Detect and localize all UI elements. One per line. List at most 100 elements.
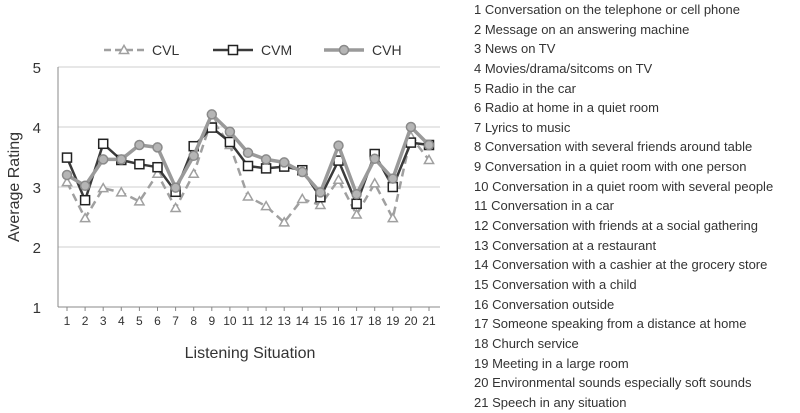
legend-marker (338, 44, 350, 56)
data-point (260, 154, 272, 165)
data-point (79, 180, 91, 192)
data-point (79, 212, 91, 223)
x-tick-label: 19 (386, 314, 400, 328)
situation-item: 12 Conversation with friends at a social… (474, 218, 758, 234)
y-axis-label: Average Rating (6, 132, 23, 242)
data-point (296, 192, 309, 204)
y-tick-label: 3 (33, 180, 41, 197)
data-point (369, 153, 380, 165)
data-point (151, 167, 164, 178)
x-tick-label: 3 (100, 314, 107, 328)
data-point (368, 177, 381, 188)
situation-item: 3 News on TV (474, 41, 556, 57)
data-point (97, 138, 109, 150)
data-point (386, 212, 399, 223)
situation-item: 20 Environmental sounds especially soft … (474, 375, 752, 391)
data-point (387, 173, 399, 184)
data-point (115, 186, 128, 197)
situation-item: 4 Movies/drama/sitcoms on TV (474, 60, 653, 76)
x-tick-label: 8 (190, 314, 197, 328)
legend-item-cvh: CVH (324, 42, 402, 58)
y-tick-label: 2 (33, 240, 41, 257)
data-point (278, 216, 291, 227)
data-point (61, 169, 73, 181)
situation-item: 8 Conversation with several friends arou… (474, 139, 753, 155)
data-point (351, 188, 362, 200)
data-point (297, 166, 308, 178)
data-point (242, 190, 254, 201)
data-point (133, 195, 146, 206)
situation-item: 13 Conversation at a restaurant (474, 237, 657, 253)
situation-item: 19 Meeting in a large room (474, 355, 629, 371)
situation-item: 16 Conversation outside (474, 296, 615, 312)
x-tick-label: 10 (223, 314, 237, 328)
data-point (260, 163, 272, 174)
y-tick-label: 5 (33, 60, 41, 77)
situation-item: 2 Message on an answering machine (474, 21, 690, 37)
series-cvh (61, 109, 435, 200)
x-tick-label: 4 (118, 314, 125, 328)
x-tick-label: 9 (208, 314, 215, 328)
x-tick-label: 14 (296, 314, 310, 328)
x-tick-label: 17 (350, 314, 364, 328)
x-axis-label: Listening Situation (185, 345, 316, 362)
data-point (61, 152, 73, 163)
x-tick-label: 2 (82, 314, 89, 328)
legend-marker (118, 43, 130, 55)
data-point (242, 147, 254, 159)
situation-item: 14 Conversation with a cashier at the gr… (474, 257, 768, 273)
data-point (242, 160, 254, 172)
data-point (423, 153, 435, 165)
chart-legend: CVL CVM CVH (104, 42, 402, 58)
legend-label: CVH (372, 42, 402, 58)
situation-item: 6 Radio at home in a quiet room (474, 100, 659, 116)
data-point (187, 167, 200, 178)
situation-item: 10 Conversation in a quiet room with sev… (474, 178, 774, 194)
data-point (315, 187, 326, 198)
legend-label: CVM (261, 42, 292, 58)
x-tick-label: 18 (368, 314, 382, 328)
data-point (206, 109, 218, 120)
data-point (134, 139, 145, 151)
x-tick-label: 6 (154, 314, 161, 328)
legend-item-cvl: CVL (104, 42, 179, 58)
data-point (405, 121, 417, 133)
listening-situation-list: 1 Conversation on the telephone or cell … (474, 0, 773, 412)
x-tick-label: 12 (259, 314, 273, 328)
x-tick-label: 15 (314, 314, 328, 328)
x-tick-label: 20 (404, 314, 418, 328)
situation-item: 17 Someone speaking from a distance at h… (474, 316, 747, 332)
situation-item: 7 Lyrics to music (474, 119, 571, 135)
x-tick-label: 1 (64, 314, 71, 328)
data-point (170, 182, 181, 193)
situation-item: 18 Church service (474, 335, 579, 351)
x-tick-label: 21 (422, 314, 436, 328)
data-point (423, 139, 435, 151)
situation-item: 1 Conversation on the telephone or cell … (474, 2, 740, 17)
x-tick-label: 7 (172, 314, 179, 328)
data-point (260, 200, 272, 211)
x-tick-label: 16 (332, 314, 346, 328)
data-point (61, 176, 73, 187)
legend-item-cvm: CVM (213, 42, 292, 58)
data-point (97, 154, 109, 165)
legend-marker (227, 44, 239, 56)
data-point (97, 182, 110, 193)
data-point (169, 201, 182, 213)
situation-item: 5 Radio in the car (474, 80, 576, 96)
data-point (188, 150, 199, 162)
situation-item: 21 Speech in any situation (474, 394, 627, 410)
x-tick-label: 11 (242, 314, 255, 328)
data-point (314, 198, 327, 210)
data-point (134, 158, 145, 170)
data-point (333, 140, 344, 151)
data-point (116, 154, 127, 165)
x-tick-label: 13 (278, 314, 292, 328)
data-point (79, 194, 91, 206)
series-lines (61, 109, 435, 227)
data-point (152, 161, 163, 173)
y-tick-label: 1 (33, 300, 41, 317)
situation-item: 9 Conversation in a quiet room with one … (474, 159, 747, 175)
